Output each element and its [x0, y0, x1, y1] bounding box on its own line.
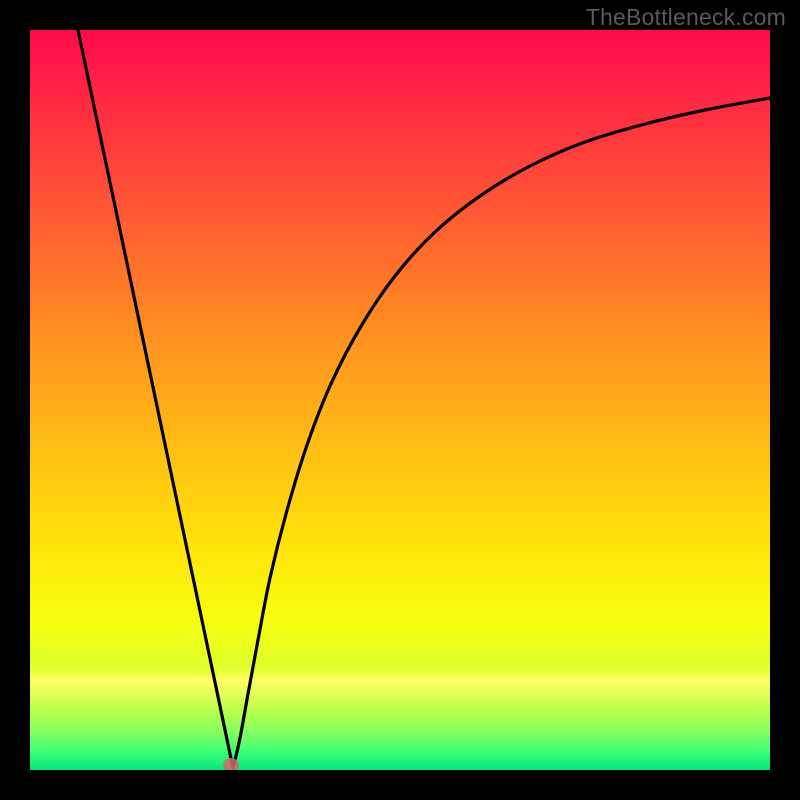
plot-area	[30, 30, 770, 770]
plot-frame	[30, 30, 770, 770]
bottleneck-curve	[30, 30, 770, 770]
curve-path	[78, 30, 770, 768]
watermark-text: TheBottleneck.com	[586, 4, 786, 31]
minimum-marker	[223, 758, 239, 770]
